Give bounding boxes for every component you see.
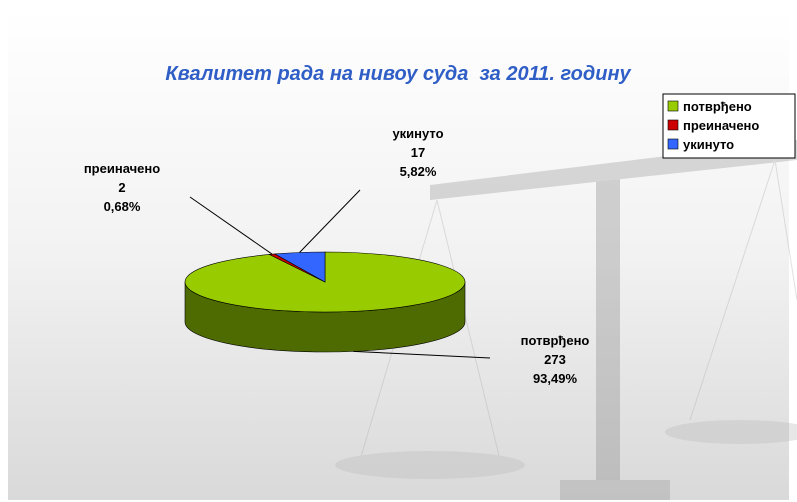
legend-box	[662, 93, 796, 159]
data-label-name: преиначено	[84, 161, 160, 176]
legend-label: укинуто	[683, 137, 734, 152]
data-label-name: укинуто	[392, 126, 443, 141]
data-label-value: 17	[411, 145, 425, 160]
data-label-percent: 93,49%	[533, 371, 578, 386]
legend-swatch	[667, 138, 679, 150]
data-label-name: потврђено	[521, 333, 590, 348]
data-label-percent: 0,68%	[104, 199, 141, 214]
data-label-percent: 5,82%	[400, 164, 437, 179]
leader-line	[299, 189, 361, 253]
leader-line	[189, 196, 273, 255]
slide-background	[8, 8, 789, 500]
legend-swatch	[667, 119, 679, 131]
slice	[273, 251, 326, 283]
data-label-value: 2	[118, 180, 125, 195]
legend-label: преиначено	[683, 118, 759, 133]
legend-label: потврђено	[683, 99, 752, 114]
leader-line	[353, 350, 491, 359]
chart-title: Квалитет рада на нивоу суда за 2011. год…	[165, 63, 631, 85]
legend-swatch	[667, 100, 679, 112]
data-label-value: 273	[544, 352, 566, 367]
